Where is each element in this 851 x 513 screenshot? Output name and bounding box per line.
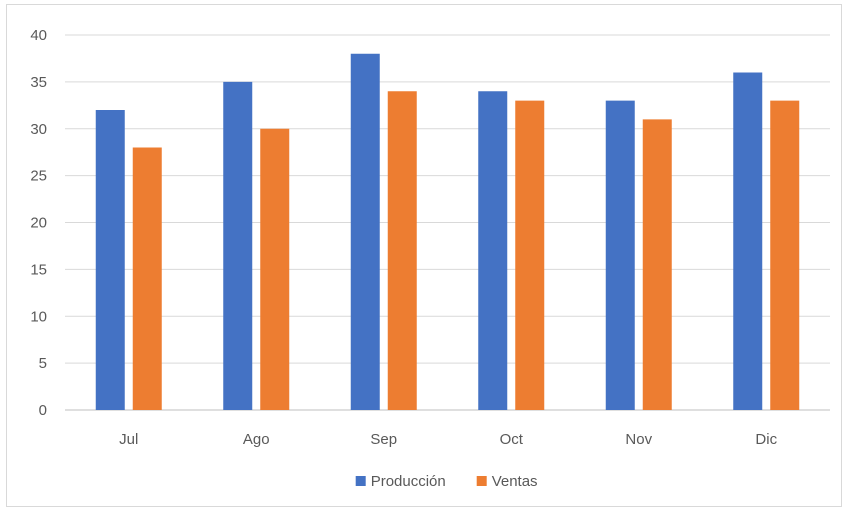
bar-produccion-sep (350, 53, 380, 410)
x-axis: Jul Ago Sep Oct Nov Dic (119, 431, 777, 448)
x-tick-label: Ago (243, 431, 270, 448)
y-tick-label: 10 (30, 308, 47, 325)
x-tick-label: Nov (625, 431, 652, 448)
bar-ventas-ago (260, 128, 290, 410)
bar-ventas-nov (642, 119, 672, 410)
legend: Producción Ventas (355, 473, 538, 490)
x-tick-label: Jul (119, 431, 138, 448)
x-tick-label: Oct (500, 431, 524, 448)
bars (95, 53, 800, 410)
y-tick-label: 0 (39, 402, 47, 419)
bar-ventas-dic (770, 100, 800, 410)
bar-ventas-sep (387, 91, 417, 410)
x-tick-label: Sep (370, 431, 397, 448)
bar-produccion-jul (95, 110, 125, 410)
y-tick-label: 20 (30, 215, 47, 232)
legend-label-ventas: Ventas (492, 473, 538, 490)
y-tick-label: 25 (30, 168, 47, 185)
legend-swatch-produccion (355, 476, 366, 486)
bar-produccion-oct (478, 91, 508, 410)
y-tick-label: 5 (39, 355, 47, 372)
bar-produccion-dic (733, 72, 763, 410)
x-tick-label: Dic (755, 431, 777, 448)
bar-produccion-ago (223, 81, 253, 410)
bar-ventas-oct (515, 100, 545, 410)
y-tick-label: 15 (30, 261, 47, 278)
y-tick-label: 30 (30, 121, 47, 138)
gridlines (65, 34, 830, 411)
legend-swatch-ventas (476, 476, 487, 486)
bar-ventas-jul (132, 147, 162, 410)
y-tick-label: 40 (30, 27, 47, 44)
y-axis: 0 5 10 15 20 25 30 35 40 (30, 27, 47, 419)
bar-produccion-nov (605, 100, 635, 410)
y-tick-label: 35 (30, 74, 47, 91)
legend-label-produccion: Producción (371, 473, 446, 490)
